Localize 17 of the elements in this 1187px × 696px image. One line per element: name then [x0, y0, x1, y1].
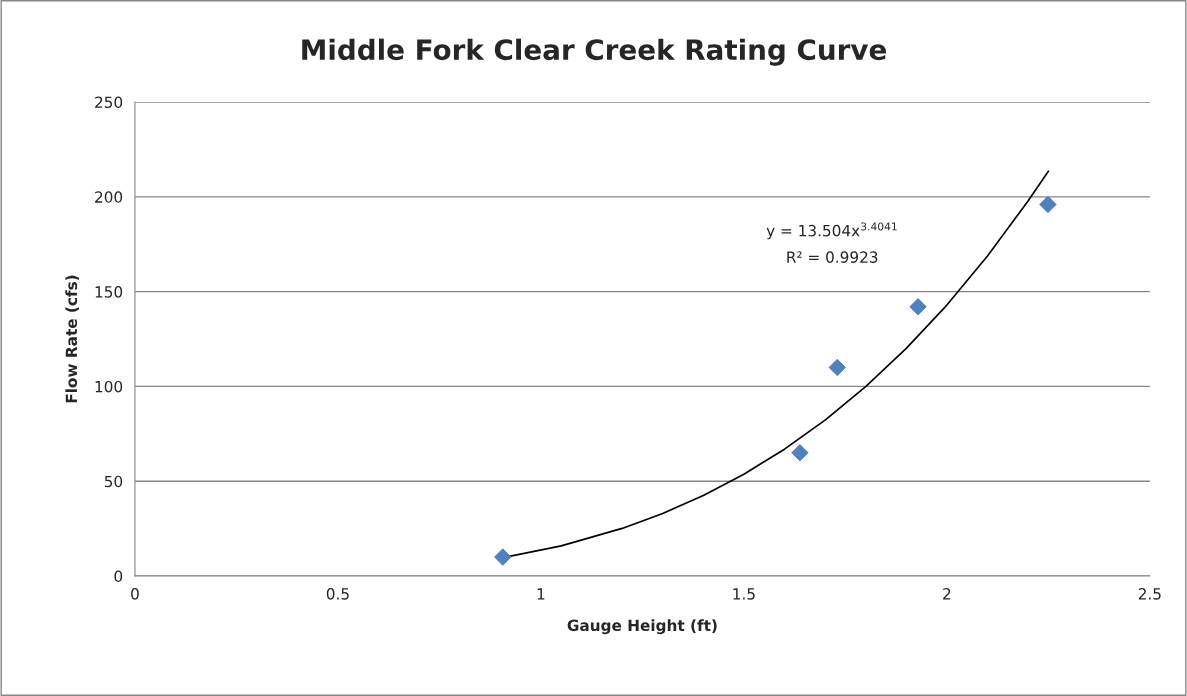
y-tick-label: 200	[95, 191, 123, 203]
x-tick-label: 1	[537, 588, 545, 600]
y-tick-label: 50	[104, 475, 123, 488]
annotation: y = 13.504x$^{3.4041}$	[766, 222, 897, 240]
y-tick-label: 100	[95, 380, 123, 393]
x-tick-label: 1.5	[733, 588, 755, 600]
annotation: R² = 0.9923	[787, 251, 878, 263]
y-tick-label: 150	[95, 286, 123, 298]
chart-title: Middle Fork Clear Creek Rating Curve	[302, 38, 886, 66]
y-tick-label: 250	[95, 96, 123, 109]
y-tick-label: 0	[114, 570, 123, 583]
x-axis-title: Gauge Height (ft)	[567, 619, 717, 635]
y-axis-title: Flow Rate (cfs)	[65, 275, 79, 403]
x-tick-label: 0.5	[326, 588, 349, 600]
x-tick-label: 0	[131, 588, 139, 600]
x-tick-label: 2	[943, 588, 951, 600]
x-tick-label: 2.5	[1138, 588, 1161, 600]
